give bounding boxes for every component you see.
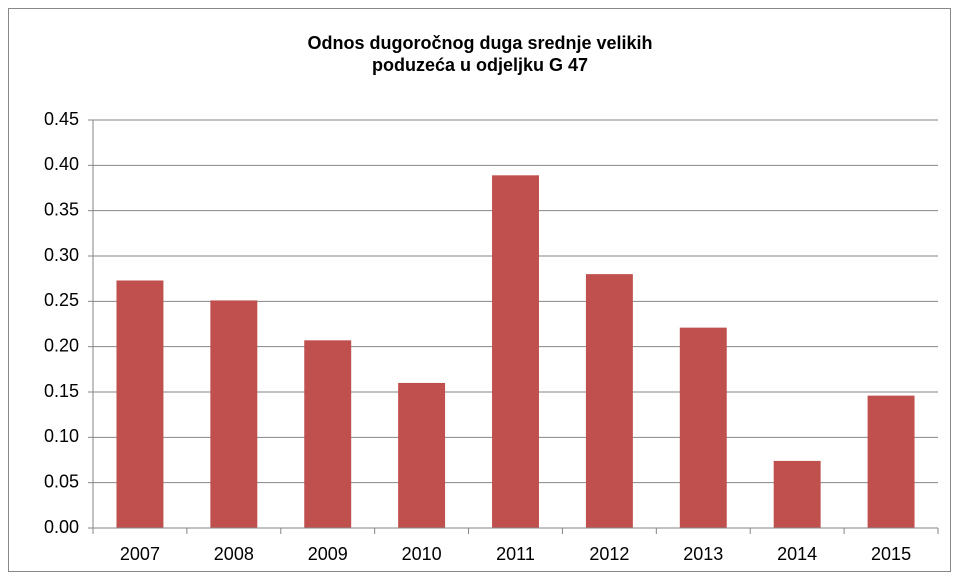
y-tick-label: 0.10 — [44, 426, 79, 446]
y-tick-label: 0.05 — [44, 471, 79, 491]
x-tick-label: 2009 — [308, 544, 348, 564]
y-tick-label: 0.20 — [44, 335, 79, 355]
x-tick-label: 2015 — [871, 544, 911, 564]
bar — [773, 460, 821, 528]
x-tick-label: 2014 — [777, 544, 817, 564]
bar — [116, 280, 164, 528]
bar — [679, 327, 727, 528]
bar — [210, 300, 258, 528]
x-tick-label: 2007 — [120, 544, 160, 564]
x-tick-label: 2008 — [214, 544, 254, 564]
bar — [867, 395, 915, 528]
y-tick-label: 0.30 — [44, 245, 79, 265]
bar — [304, 340, 352, 528]
y-tick-label: 0.45 — [44, 109, 79, 129]
bar — [585, 274, 633, 528]
bar — [492, 175, 539, 528]
y-tick-label: 0.25 — [44, 290, 79, 310]
x-tick-label: 2012 — [589, 544, 629, 564]
chart-title: Odnos dugoročnog duga srednje velikih po… — [307, 33, 653, 75]
x-tick-label: 2011 — [496, 544, 535, 564]
y-tick-label: 0.40 — [44, 154, 79, 174]
x-tick-label: 2010 — [402, 544, 442, 564]
x-tick-label: 2013 — [683, 544, 723, 564]
y-tick-label: 0.00 — [44, 517, 79, 537]
y-tick-label: 0.15 — [44, 381, 79, 401]
chart-frame — [8, 8, 951, 572]
y-tick-label: 0.35 — [44, 199, 79, 219]
bar — [398, 382, 446, 528]
